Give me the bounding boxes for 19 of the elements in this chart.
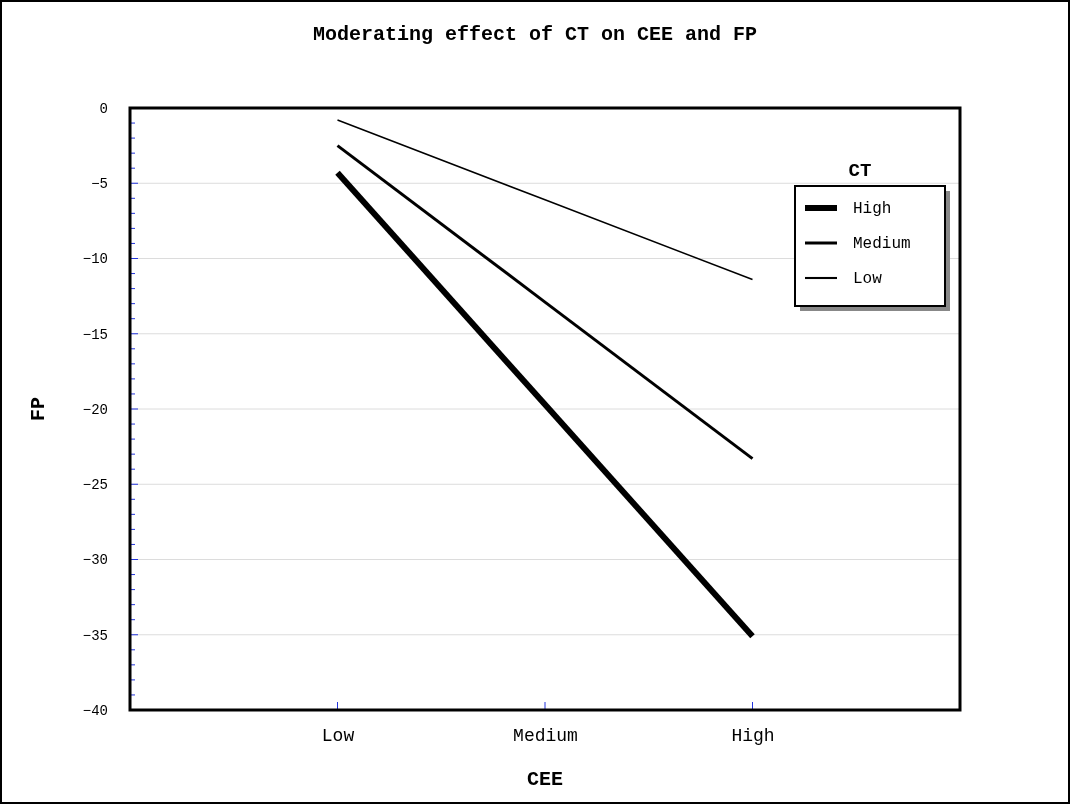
legend-label: Medium — [853, 235, 911, 253]
y-tick-label: −15 — [82, 326, 108, 343]
legend-title: CT — [848, 160, 872, 182]
y-tick-label: −10 — [82, 251, 108, 268]
y-tick-label: −35 — [82, 627, 108, 644]
legend-label: High — [853, 200, 892, 218]
y-axis-title: FP — [27, 396, 50, 422]
y-tick-label: −30 — [82, 552, 108, 569]
x-tick-label: Medium — [513, 725, 578, 746]
x-axis-title: CEE — [526, 768, 564, 791]
y-tick-label: −25 — [82, 477, 108, 494]
x-tick-label: Low — [321, 725, 355, 746]
chart-title: Moderating effect of CT on CEE and FP — [312, 23, 758, 46]
legend-label: Low — [853, 270, 883, 288]
y-tick-label: −5 — [91, 176, 108, 193]
y-tick-label: −20 — [82, 401, 108, 418]
y-tick-label: −40 — [82, 702, 108, 719]
x-tick-label: High — [731, 725, 775, 746]
y-tick-label: 0 — [99, 100, 108, 117]
